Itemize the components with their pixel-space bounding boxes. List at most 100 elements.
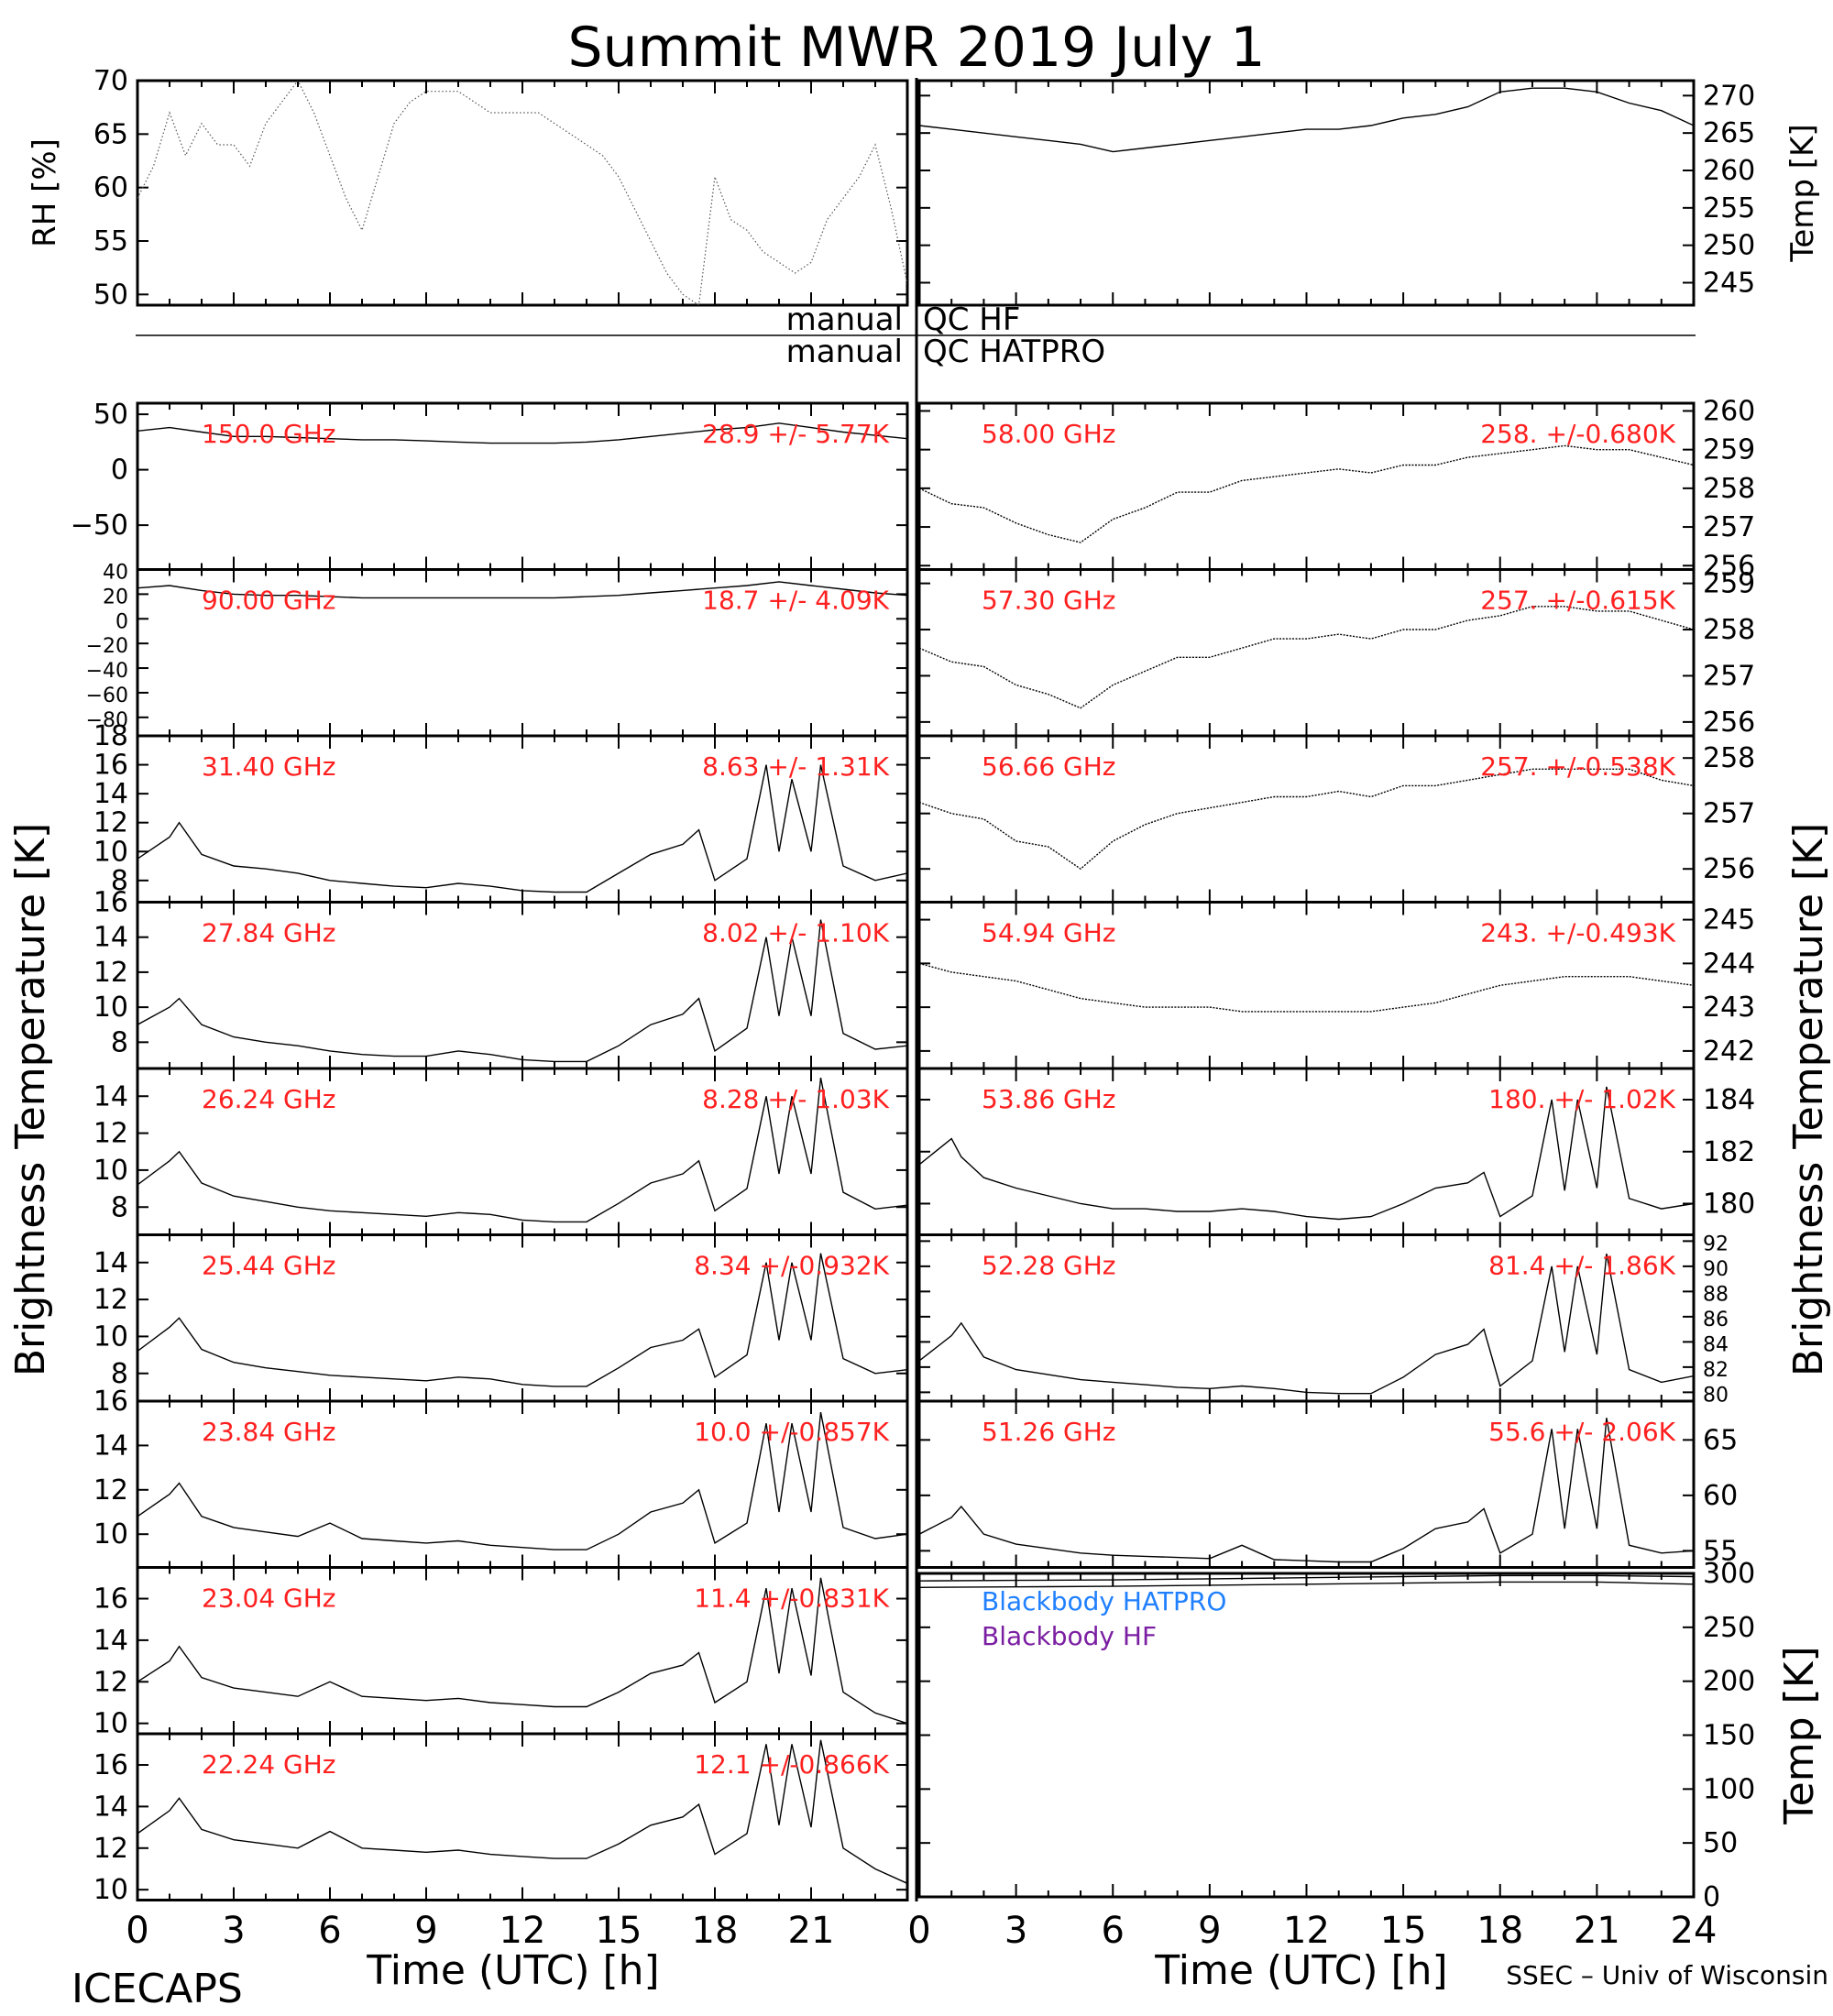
freq-label-f2784: 27.84 GHz xyxy=(202,918,336,948)
series-line-f5666 xyxy=(919,768,1694,871)
freq-label-f2304: 23.04 GHz xyxy=(202,1583,336,1614)
y-tick-label: 8 xyxy=(111,865,128,897)
y-tick-label: 12 xyxy=(93,1666,128,1698)
x-tick-label: 3 xyxy=(222,1910,245,1952)
x-tick-label: 9 xyxy=(1198,1910,1221,1952)
x-tick-label: 15 xyxy=(1380,1910,1427,1952)
stat-label-f5228: 81.4 +/- 1.86K xyxy=(1488,1251,1675,1281)
y-tick-label: 16 xyxy=(93,1583,128,1616)
freq-label-f5800: 58.00 GHz xyxy=(982,419,1116,449)
ylabel-temp: Temp [K] xyxy=(1784,124,1821,262)
series-line-f5126 xyxy=(919,1418,1694,1563)
y-tick-label: 16 xyxy=(93,1386,128,1418)
freq-label-f3140: 31.40 GHz xyxy=(202,751,336,782)
y-tick-label: 259 xyxy=(1703,568,1755,600)
y-tick-label: 16 xyxy=(93,750,128,782)
series-line-f5386 xyxy=(919,1086,1694,1221)
y-tick-label: 10 xyxy=(93,1708,128,1740)
y-tick-label: 18 xyxy=(93,720,128,752)
series-line-f2384 xyxy=(137,1411,907,1550)
series-line-f90 xyxy=(137,581,907,599)
panel-f5386: 180 182 184 53.86 GHz 180. +/- 1.02K xyxy=(917,1067,1755,1236)
y-tick-label: 40 xyxy=(103,562,128,585)
freq-label-f90: 90.00 GHz xyxy=(202,586,336,616)
stat-label-f2384: 10.0 +/-0.857K xyxy=(694,1417,889,1447)
legend-entry-1: Blackbody HF xyxy=(982,1621,1157,1651)
panel-f2224: 10 12 14 16 22.24 GHz 12.1 +/-0.866K xyxy=(93,1732,909,1906)
y-tick-label: 88 xyxy=(1703,1283,1729,1306)
y-tick-label: 245 xyxy=(1703,268,1755,300)
panel-frame-temp xyxy=(917,79,1696,307)
y-tick-label: 255 xyxy=(1703,192,1755,225)
y-tick-label: 100 xyxy=(1703,1773,1755,1805)
y-tick-label: 92 xyxy=(1703,1233,1729,1255)
panel-f2384: 10 12 14 16 23.84 GHz 10.0 +/-0.857K xyxy=(93,1386,909,1569)
x-tick-label: 12 xyxy=(1283,1910,1330,1952)
panel-f5730: 256 257 258 259 57.30 GHz 257. +/-0.615K xyxy=(917,568,1755,739)
y-tick-label: 300 xyxy=(1703,1558,1755,1590)
qc-hf-right: QC HF xyxy=(923,301,1020,338)
y-tick-label: 14 xyxy=(93,1430,128,1462)
y-tick-label: 55 xyxy=(93,225,128,257)
y-tick-label: 50 xyxy=(93,279,128,311)
x-tick-labels-left: 0 3 6 9 12 15 18 21 xyxy=(126,1910,834,1952)
panel-f2624: 8 10 12 14 26.24 GHz 8.28 +/- 1.03K xyxy=(93,1067,909,1236)
footer-left: ICECAPS xyxy=(71,1966,243,2012)
y-tick-label: 0 xyxy=(1703,1881,1720,1913)
x-tick-label: 6 xyxy=(318,1910,341,1952)
panel-f2304: 10 12 14 16 23.04 GHz 11.4 +/-0.831K xyxy=(93,1566,909,1740)
panel-blackbody: 0 50 100 150 200 250 300 Blackbody HATPRO Blackb… xyxy=(917,1558,1823,1913)
x-tick-label: 21 xyxy=(1574,1910,1620,1952)
freq-label-f5730: 57.30 GHz xyxy=(982,586,1116,616)
legend-entry-0: Blackbody HATPRO xyxy=(982,1586,1226,1616)
series-line-f5730 xyxy=(919,606,1694,709)
x-tick-label: 15 xyxy=(596,1910,642,1952)
freq-label-f5494: 54.94 GHz xyxy=(982,918,1116,948)
series-line-f5494 xyxy=(919,962,1694,1013)
y-tick-label: 10 xyxy=(93,1874,128,1906)
x-tick-label: 9 xyxy=(414,1910,437,1952)
series-line-f2624 xyxy=(137,1077,907,1223)
series-line-f2544 xyxy=(137,1253,907,1387)
y-tick-label: 8 xyxy=(111,1358,128,1390)
y-tick-label: 14 xyxy=(93,922,128,954)
panel-temp: 245 250 255 260 265 270 Temp [K] xyxy=(917,79,1821,307)
y-tick-label: 65 xyxy=(93,118,128,150)
panel-f5666: 256 257 258 56.66 GHz 257. +/-0.538K xyxy=(917,734,1755,904)
series-line-f2304 xyxy=(137,1577,907,1725)
y-tick-label: −80 xyxy=(86,709,128,732)
series-line-blackbody-1 xyxy=(919,1581,1694,1588)
freq-label-f5126: 51.26 GHz xyxy=(982,1417,1116,1447)
x-tick-label: 6 xyxy=(1102,1910,1125,1952)
qc-hf-left: manual xyxy=(786,301,903,338)
stat-label-f2544: 8.34 +/-0.932K xyxy=(694,1251,889,1281)
freq-label-f2544: 25.44 GHz xyxy=(202,1251,336,1281)
y-tick-label: 243 xyxy=(1703,992,1755,1024)
y-tick-label: 14 xyxy=(93,1080,128,1112)
y-tick-label: 260 xyxy=(1703,395,1755,427)
y-tick-label: 90 xyxy=(1703,1258,1729,1281)
stat-label-f5800: 258. +/-0.680K xyxy=(1480,419,1675,449)
y-tick-label: 257 xyxy=(1703,798,1755,830)
qc-hatpro-left: manual xyxy=(786,334,903,370)
y-tick-label: 150 xyxy=(1703,1720,1755,1752)
freq-label-f2384: 23.84 GHz xyxy=(202,1417,336,1447)
y-tick-label: 258 xyxy=(1703,473,1755,505)
y-tick-label: −20 xyxy=(86,635,128,658)
y-tick-label: 70 xyxy=(93,65,128,97)
x-tick-label: 0 xyxy=(126,1910,148,1952)
series-line-blackbody-0 xyxy=(919,1574,1694,1582)
x-tick-label: 3 xyxy=(1004,1910,1027,1952)
y-tick-label: −50 xyxy=(71,509,128,542)
stat-label-f90: 18.7 +/- 4.09K xyxy=(702,586,889,616)
stat-label-f2224: 12.1 +/-0.866K xyxy=(694,1749,889,1780)
y-tick-label: 82 xyxy=(1703,1359,1729,1382)
panel-f5800: 256 257 258 259 260 58.00 GHz 258. +/-0.680K xyxy=(917,395,1755,582)
y-tick-label: 265 xyxy=(1703,117,1755,149)
y-tick-label: 245 xyxy=(1703,904,1755,937)
y-tick-label: 256 xyxy=(1703,550,1755,582)
y-tick-label: 12 xyxy=(93,1833,128,1865)
